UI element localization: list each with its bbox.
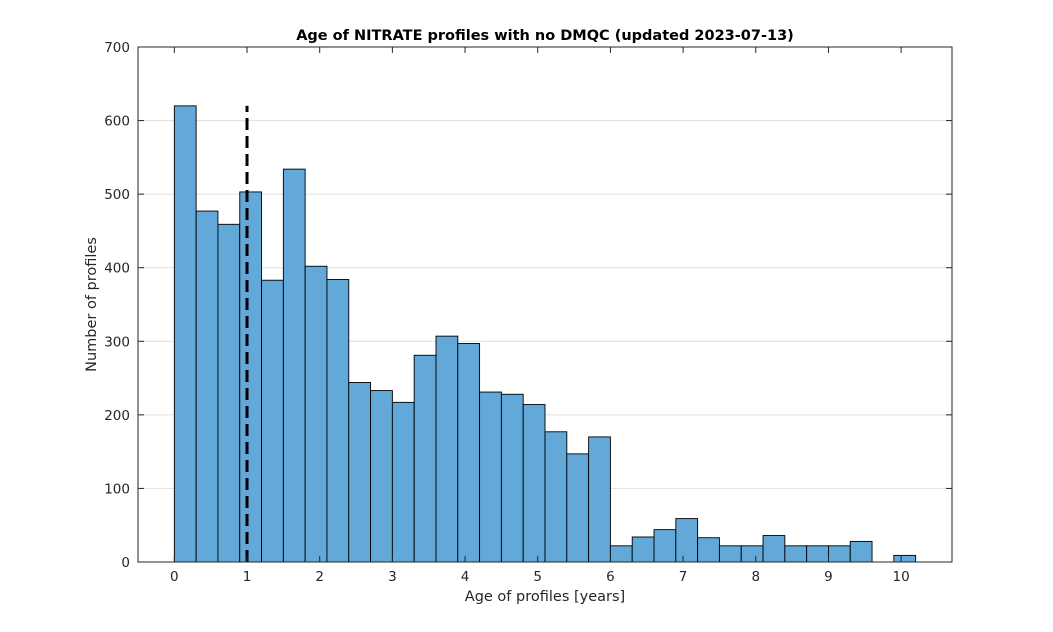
histogram-bar [261,279,284,563]
x-axis-label: Age of profiles [years] [465,589,625,605]
histogram-bar [762,535,786,563]
histogram-bar [544,431,568,563]
histogram-bar [479,391,502,563]
x-tick-label: 0 [170,569,179,585]
y-axis-label: Number of profiles [84,237,100,372]
histogram-bar [718,545,742,563]
x-tick-label: 2 [315,569,324,585]
y-tick-label: 200 [104,408,130,424]
histogram-bar [500,393,524,563]
axes [137,46,953,563]
histogram-bar [413,354,437,563]
x-tick-label: 1 [243,569,252,585]
histogram-bar [893,554,917,563]
x-tick-label: 10 [893,569,910,585]
y-tick-label: 500 [104,187,130,203]
histogram-bar [326,279,350,563]
histogram-bar [239,191,263,563]
histogram-bars [173,105,917,563]
histogram-bar [457,343,481,563]
histogram-bar [435,335,459,563]
histogram-bar [566,453,590,563]
histogram-bar [391,401,415,563]
histogram-bar [697,537,720,563]
histogram-bar [740,545,764,563]
histogram-bar [217,223,241,563]
histogram-bar [282,168,306,563]
x-tick-label: 3 [388,569,397,585]
histogram-bar [522,404,546,563]
histogram-bar [631,536,655,563]
histogram-bar [173,105,197,563]
histogram-bar [675,518,699,563]
histogram-bar [653,529,677,563]
x-tick-label: 7 [679,569,688,585]
x-tick-label: 6 [606,569,615,585]
histogram-bar [304,265,328,563]
x-tick-label: 5 [533,569,542,585]
histogram-bar [784,545,808,563]
histogram-bar [370,390,393,563]
axes-box [137,46,953,563]
chart-title: Age of NITRATE profiles with no DMQC (up… [296,28,794,44]
y-tick-label: 100 [104,481,130,497]
histogram-bar [849,540,873,563]
histogram-bar [827,545,851,563]
y-tick-label: 700 [104,40,130,56]
y-tick-label: 600 [104,114,130,130]
x-tick-label: 9 [824,569,833,585]
x-tick-label: 8 [751,569,760,585]
histogram-bar [806,545,829,563]
y-tick-label: 400 [104,261,130,277]
y-tick-label: 300 [104,334,130,350]
histogram-bar [195,210,219,563]
histogram-bar [348,382,372,563]
histogram-bar [609,545,633,563]
x-tick-label: 4 [461,569,470,585]
y-tick-label: 0 [121,555,130,571]
histogram-bar [588,436,611,563]
